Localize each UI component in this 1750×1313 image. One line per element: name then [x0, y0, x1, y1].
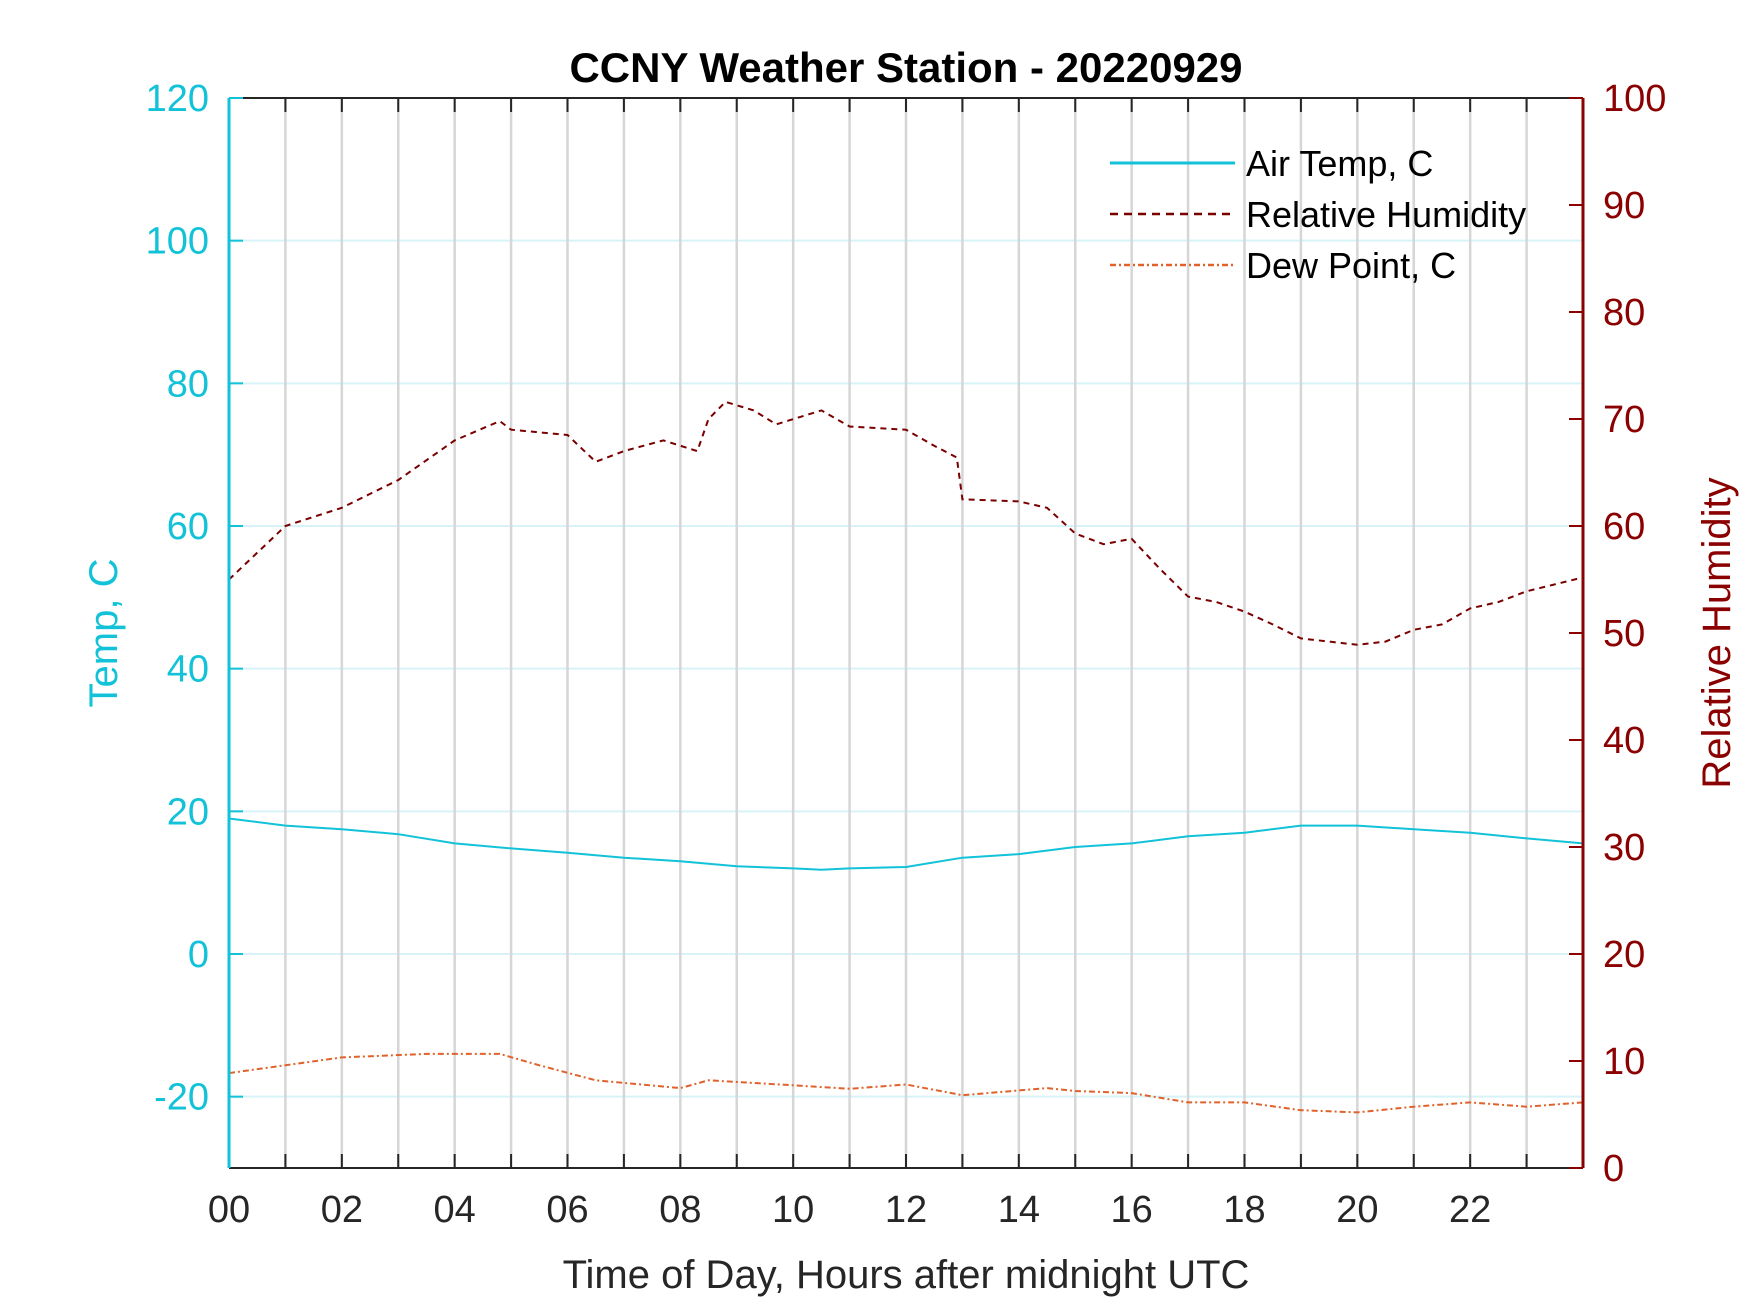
legend-label-0: Air Temp, C	[1246, 143, 1433, 184]
x-axis-label: Time of Day, Hours after midnight UTC	[563, 1253, 1250, 1297]
y-left-tick-label: 60	[167, 506, 209, 548]
x-tick-label: 02	[321, 1189, 363, 1231]
x-tick-label: 12	[885, 1189, 927, 1231]
series-line-0	[228, 817, 1584, 871]
y-left-tick-label: 0	[188, 934, 209, 976]
x-tick-label: 10	[772, 1189, 814, 1231]
y-left-tick-label: 40	[167, 649, 209, 691]
y-left-tick-label: 20	[167, 791, 209, 833]
y-right-tick-label: 90	[1603, 185, 1645, 227]
x-tick-label: 04	[434, 1189, 476, 1231]
x-tick-label: 00	[208, 1189, 250, 1231]
y-axis-right-label: Relative Humidity	[1695, 477, 1739, 788]
y-right-tick-label: 10	[1603, 1041, 1645, 1083]
y-right-tick-label: 30	[1603, 827, 1645, 869]
x-tick-label: 08	[659, 1189, 701, 1231]
y-right-tick-label: 80	[1603, 292, 1645, 334]
x-tick-label: 22	[1449, 1189, 1491, 1231]
y-left-tick-label: -20	[154, 1077, 209, 1119]
x-tick-label: 14	[998, 1189, 1040, 1231]
series-line-2	[228, 1052, 1584, 1114]
x-tick-label: 16	[1111, 1189, 1153, 1231]
x-tick-label: 20	[1336, 1189, 1378, 1231]
x-tick-label: 18	[1223, 1189, 1265, 1231]
legend-label-2: Dew Point, C	[1246, 245, 1456, 286]
y-axis-left-label: Temp, C	[82, 559, 126, 708]
series-line-1	[228, 400, 1584, 646]
y-right-tick-label: 50	[1603, 613, 1645, 655]
legend-label-1: Relative Humidity	[1246, 194, 1526, 235]
y-right-tick-label: 0	[1603, 1148, 1624, 1190]
axes: 00 02 04 06 08 10 12 14 16 18 20 22-200204060801001…	[146, 78, 1667, 1231]
x-tick-label: 06	[546, 1189, 588, 1231]
y-left-tick-label: 120	[146, 78, 209, 120]
y-left-tick-label: 80	[167, 363, 209, 405]
chart-title: CCNY Weather Station - 20220929	[569, 44, 1242, 91]
y-right-tick-label: 60	[1603, 506, 1645, 548]
y-right-tick-label: 70	[1603, 399, 1645, 441]
y-left-tick-label: 100	[146, 221, 209, 263]
y-right-tick-label: 40	[1603, 720, 1645, 762]
legend: Air Temp, C Relative Humidity Dew Point, C	[1110, 143, 1526, 286]
y-right-tick-label: 100	[1603, 78, 1666, 120]
series-group	[228, 400, 1584, 1114]
y-right-tick-label: 20	[1603, 934, 1645, 976]
grid	[229, 98, 1583, 1168]
